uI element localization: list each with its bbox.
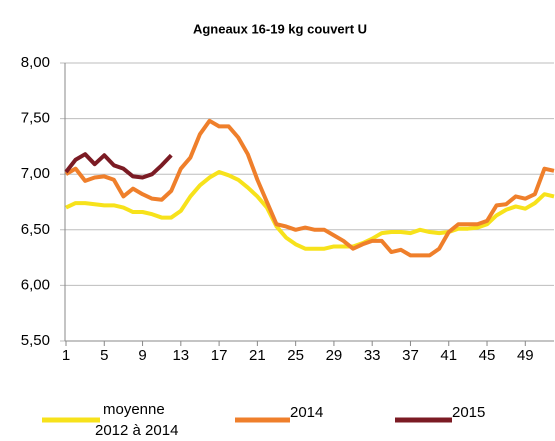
x-tick-label: 37 — [402, 347, 419, 364]
x-tick-label: 33 — [364, 347, 381, 364]
legend-label-line: moyenne — [103, 401, 165, 418]
y-tick-label: 6,00 — [21, 276, 50, 293]
y-tick-label: 7,00 — [21, 165, 50, 182]
x-tick-label: 29 — [326, 347, 343, 364]
legend-label-line: 2012 à 2014 — [95, 422, 178, 439]
x-tick-label: 9 — [138, 347, 146, 364]
y-tick-label: 7,50 — [21, 110, 50, 127]
y-tick-label: 8,00 — [21, 54, 50, 71]
x-tick-label: 49 — [517, 347, 534, 364]
x-tick-label: 17 — [211, 347, 228, 364]
x-tick-label: 45 — [479, 347, 496, 364]
legend-label: 2015 — [452, 404, 485, 421]
x-tick-label: 21 — [249, 347, 266, 364]
x-tick-label: 5 — [100, 347, 108, 364]
series-line — [64, 118, 555, 258]
x-tick-label: 41 — [440, 347, 457, 364]
series-line — [65, 169, 555, 251]
y-tick-label: 6,50 — [21, 221, 50, 238]
legend-label: 2014 — [290, 404, 323, 421]
x-tick-label: 1 — [62, 347, 70, 364]
legend-label: moyenne 2012 à 2014 — [95, 401, 178, 439]
x-tick-label: 25 — [287, 347, 304, 364]
chart-title: Agneaux 16-19 kg couvert U — [193, 21, 367, 36]
y-tick-label: 5,50 — [21, 332, 50, 349]
series-line — [64, 152, 173, 180]
x-tick-label: 13 — [172, 347, 189, 364]
